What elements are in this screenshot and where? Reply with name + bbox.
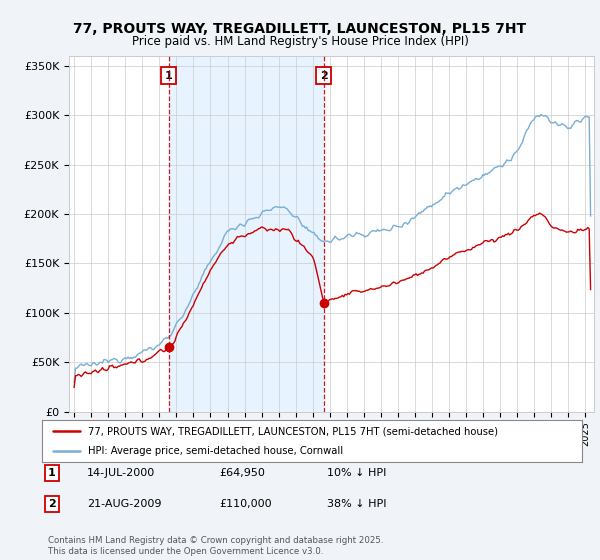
Text: £64,950: £64,950 — [219, 468, 265, 478]
Text: HPI: Average price, semi-detached house, Cornwall: HPI: Average price, semi-detached house,… — [88, 446, 343, 456]
Text: Contains HM Land Registry data © Crown copyright and database right 2025.
This d: Contains HM Land Registry data © Crown c… — [48, 536, 383, 556]
Text: 10% ↓ HPI: 10% ↓ HPI — [327, 468, 386, 478]
Text: 14-JUL-2000: 14-JUL-2000 — [87, 468, 155, 478]
Text: 1: 1 — [164, 71, 172, 81]
Text: 38% ↓ HPI: 38% ↓ HPI — [327, 499, 386, 509]
Text: £110,000: £110,000 — [219, 499, 272, 509]
Text: 77, PROUTS WAY, TREGADILLETT, LAUNCESTON, PL15 7HT (semi-detached house): 77, PROUTS WAY, TREGADILLETT, LAUNCESTON… — [88, 426, 498, 436]
Text: 1: 1 — [48, 468, 56, 478]
Text: 2: 2 — [48, 499, 56, 509]
Text: Price paid vs. HM Land Registry's House Price Index (HPI): Price paid vs. HM Land Registry's House … — [131, 35, 469, 48]
Text: 77, PROUTS WAY, TREGADILLETT, LAUNCESTON, PL15 7HT: 77, PROUTS WAY, TREGADILLETT, LAUNCESTON… — [73, 22, 527, 36]
Text: 2: 2 — [320, 71, 328, 81]
Bar — [169, 56, 323, 412]
Text: 21-AUG-2009: 21-AUG-2009 — [87, 499, 161, 509]
